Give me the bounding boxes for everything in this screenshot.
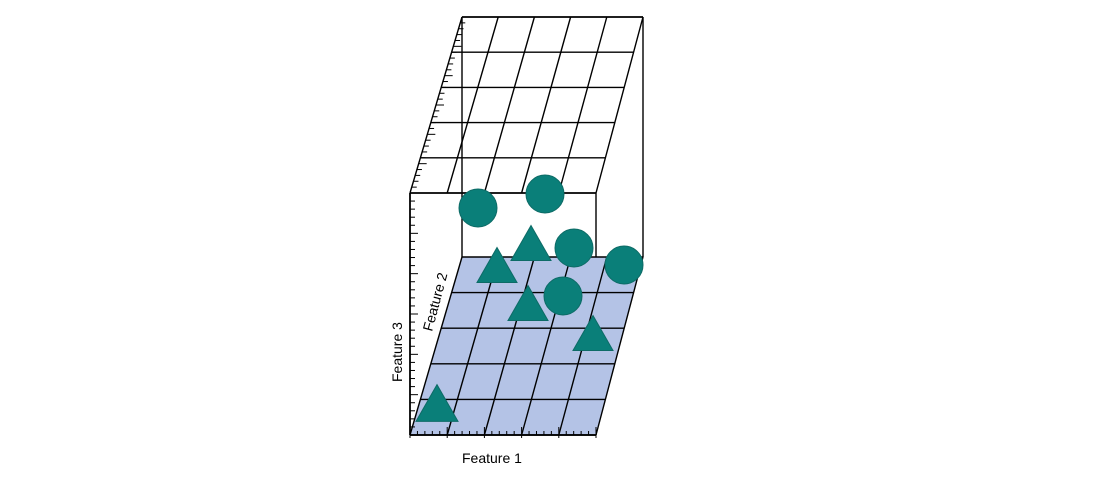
circle-marker <box>525 174 565 214</box>
feature1-label: Feature 1 <box>462 450 522 466</box>
triangle-marker <box>415 383 459 422</box>
floor-grid-line <box>595 256 644 436</box>
feature3-label: Feature 3 <box>389 322 405 382</box>
floor-grid-line <box>446 256 499 436</box>
top-grid-line <box>446 16 499 194</box>
triangle-marker <box>476 246 518 283</box>
circle-marker <box>543 276 583 316</box>
circle-marker <box>604 245 644 285</box>
floor-grid-line <box>409 256 463 436</box>
axis-ticks <box>409 16 597 438</box>
triangle-marker <box>572 314 614 351</box>
top-grid-line <box>558 16 608 194</box>
top-grid-line <box>483 16 536 194</box>
circle-marker <box>458 188 498 228</box>
data-markers <box>415 174 644 422</box>
feature-plane <box>410 257 643 435</box>
triangle-marker <box>507 284 549 321</box>
triangle-marker <box>510 224 552 261</box>
top-grid-line <box>595 16 644 194</box>
circle-marker <box>554 228 594 268</box>
floor-grid-line <box>483 256 536 436</box>
top-grid-line <box>520 16 572 194</box>
